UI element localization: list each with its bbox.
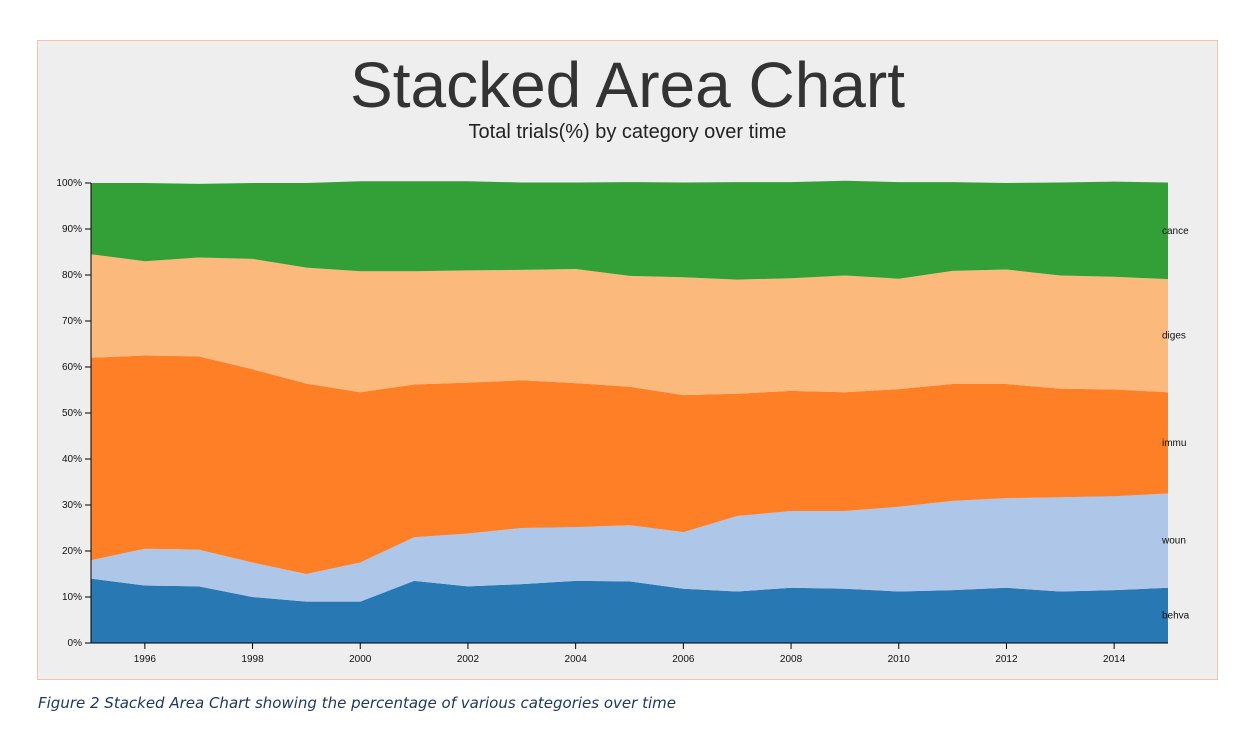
y-tick-label: 50%: [62, 408, 82, 419]
area-series-immun: [91, 355, 1168, 574]
chart-title: Stacked Area Chart: [350, 49, 905, 121]
x-tick-label: 1996: [134, 654, 157, 665]
chart-subtitle: Total trials(%) by category over time: [468, 121, 787, 143]
y-tick-label: 60%: [62, 362, 82, 373]
y-tick-label: 70%: [62, 316, 82, 327]
area-series-behva: [91, 578, 1168, 643]
y-tick-label: 80%: [62, 270, 82, 281]
y-tick-label: 20%: [62, 546, 82, 557]
chart-frame: Stacked Area Chart Total trials(%) by ca…: [37, 40, 1218, 680]
series-label-wound: woun: [1161, 536, 1186, 547]
x-tick-label: 2014: [1103, 654, 1126, 665]
y-tick-label: 90%: [62, 224, 82, 235]
series-label-behva: behva: [1162, 610, 1190, 621]
x-tick-label: 2006: [672, 654, 695, 665]
y-tick-label: 40%: [62, 454, 82, 465]
y-tick-label: 0%: [68, 638, 83, 649]
x-tick-label: 2002: [457, 654, 480, 665]
y-tick-label: 30%: [62, 500, 82, 511]
y-tick-label: 100%: [56, 178, 82, 189]
x-tick-label: 2008: [780, 654, 803, 665]
area-series-digest: [91, 254, 1168, 396]
figure-caption: Figure 2 Stacked Area Chart showing the …: [38, 694, 676, 712]
series-label-cancer: cance: [1162, 226, 1189, 237]
x-tick-label: 1998: [241, 654, 264, 665]
stacked-area-plot: behva woun immu diges cance 0% 10% 20% 30% 40% 50%…: [56, 178, 1190, 665]
x-tick-label: 2004: [565, 654, 588, 665]
area-series-cancer: [91, 180, 1168, 280]
series-label-digest: diges: [1162, 331, 1186, 342]
series-label-immun: immu: [1162, 438, 1186, 449]
x-tick-label: 2000: [349, 654, 372, 665]
y-tick-label: 10%: [62, 592, 82, 603]
x-tick-label: 2010: [888, 654, 911, 665]
area-series-wound: [91, 493, 1168, 602]
x-tick-label: 2012: [995, 654, 1018, 665]
